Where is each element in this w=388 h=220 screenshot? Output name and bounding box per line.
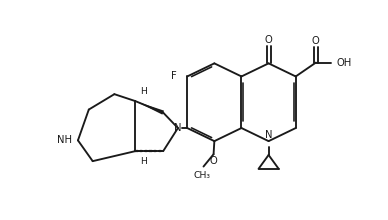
Text: N: N: [265, 130, 272, 139]
Text: O: O: [210, 156, 217, 166]
Text: CH₃: CH₃: [194, 171, 210, 180]
Text: F: F: [171, 72, 177, 81]
Polygon shape: [135, 101, 164, 115]
Text: N: N: [174, 123, 182, 133]
Text: H: H: [140, 87, 147, 96]
Text: OH: OH: [337, 58, 352, 68]
Text: O: O: [265, 35, 272, 45]
Text: O: O: [312, 36, 320, 46]
Text: H: H: [140, 157, 147, 165]
Text: NH: NH: [57, 135, 72, 145]
